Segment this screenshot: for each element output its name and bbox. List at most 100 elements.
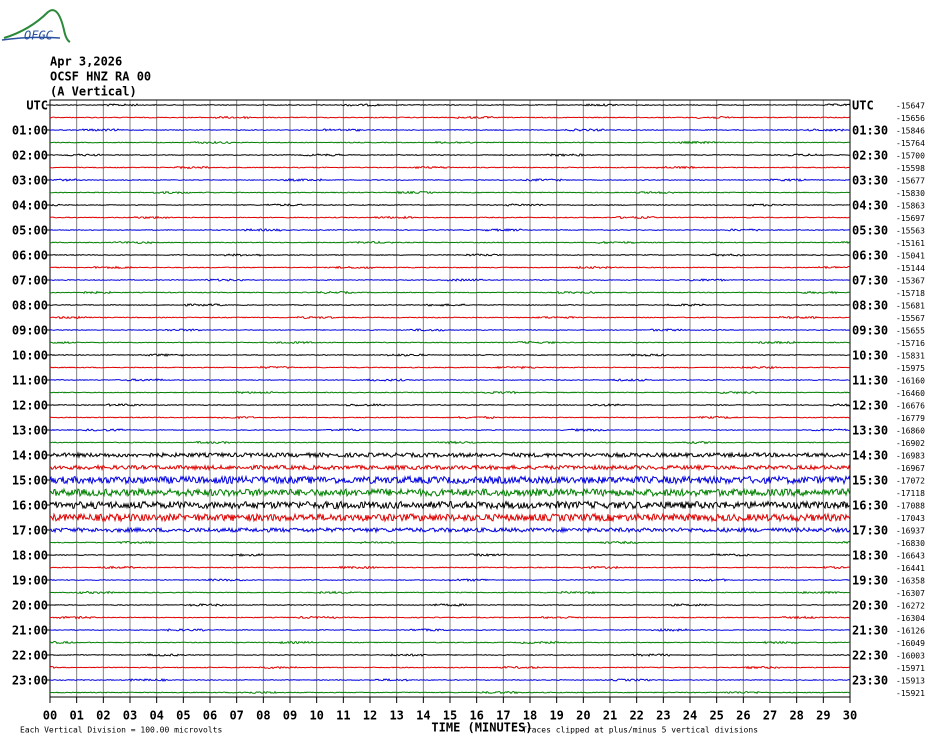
x-tick-label: 05 [176,709,190,723]
left-time-label: 16:00 [12,499,48,513]
offset-label: -16160 [896,377,925,386]
offset-label: -16307 [896,589,925,598]
trace [49,115,851,120]
offset-label: -15830 [896,189,925,198]
trace [49,512,851,523]
offset-label: -16003 [896,652,925,661]
trace [49,578,851,582]
division-note: Each Vertical Division = 100.00 microvol… [20,726,222,735]
trace [49,440,851,445]
right-time-label: 19:30 [852,574,888,588]
trace [49,603,851,607]
x-tick-label: 28 [789,709,803,723]
left-time-label: 08:00 [12,299,48,313]
right-time-label: 04:30 [852,199,888,213]
left-time-label: 04:00 [12,199,48,213]
trace [49,540,851,545]
trace [49,190,851,195]
right-time-label: 18:30 [852,549,888,563]
left-time-label: 09:00 [12,324,48,338]
frame [49,99,851,698]
component: (A Vertical) [50,85,137,99]
left-time-label: 23:00 [12,674,48,688]
offset-label: -16830 [896,539,925,548]
left-time-label: 20:00 [12,599,48,613]
trace [49,628,851,632]
trace [49,315,851,320]
right-time-label: 11:30 [852,374,888,388]
x-tick-label: 30 [843,709,857,723]
offset-label: -15681 [896,302,925,311]
x-axis-title: TIME (MINUTES) [431,721,532,735]
trace [49,340,851,345]
trace [49,253,851,257]
offset-label: -16460 [896,389,925,398]
trace [49,240,851,245]
right-time-label: 12:30 [852,399,888,413]
x-tick-label: 13 [389,709,403,723]
x-tick-label: 17 [496,709,510,723]
logo: OFGC [24,29,54,43]
trace [49,526,851,534]
right-time-label: UTC [852,99,874,113]
offset-label: -15697 [896,214,925,223]
trace [49,653,851,657]
x-tick-label: 01 [69,709,83,723]
offset-label: -15677 [896,177,925,186]
right-time-label: 13:30 [852,424,888,438]
trace [49,474,851,486]
left-time-label: 10:00 [12,349,48,363]
right-time-label: 21:30 [852,624,888,638]
left-time-label: 22:00 [12,649,48,663]
x-tick-label: 20 [576,709,590,723]
right-time-label: 17:30 [852,524,888,538]
trace [49,428,851,432]
left-time-label: 12:00 [12,399,48,413]
trace [49,365,851,370]
x-tick-label: 12 [363,709,377,723]
x-tick-label: 15 [443,709,457,723]
left-time-label: 05:00 [12,224,48,238]
trace [49,103,851,107]
trace [49,328,851,332]
offset-label: -17118 [896,489,925,498]
x-tick-label: 08 [256,709,270,723]
offset-label: -16358 [896,577,925,586]
offset-label: -16779 [896,414,925,423]
offset-label: -16937 [896,527,925,536]
trace [49,451,851,459]
x-tick-label: 23 [656,709,670,723]
offset-label: -15367 [896,277,925,286]
x-tick-label: 06 [203,709,217,723]
trace [49,128,851,132]
offset-label: -16860 [896,427,925,436]
right-time-label: 06:30 [852,249,888,263]
trace [49,215,851,220]
left-time-label: 21:00 [12,624,48,638]
clip-note: Traces clipped at plus/minus 5 vertical … [522,726,758,735]
trace [49,690,851,695]
right-time-label: 14:30 [852,449,888,463]
logo-swoosh [3,9,71,43]
x-tick-label: 02 [96,709,110,723]
trace [49,552,851,557]
right-time-label: 23:30 [852,674,888,688]
trace [49,678,851,682]
offset-label: -15656 [896,114,925,123]
x-tick-label: 19 [549,709,563,723]
offset-label: -15563 [896,227,925,236]
trace [49,228,851,232]
offset-label: -16902 [896,439,925,448]
offset-label: -15655 [896,327,925,336]
trace [49,303,851,307]
offset-label: -16441 [896,564,925,573]
trace [49,403,851,407]
x-tick-label: 22 [629,709,643,723]
offset-label: -16049 [896,639,925,648]
trace [49,353,851,357]
offset-label: -15975 [896,364,925,373]
x-tick-label: 24 [683,709,697,723]
left-time-label: 15:00 [12,474,48,488]
trace [49,415,851,420]
